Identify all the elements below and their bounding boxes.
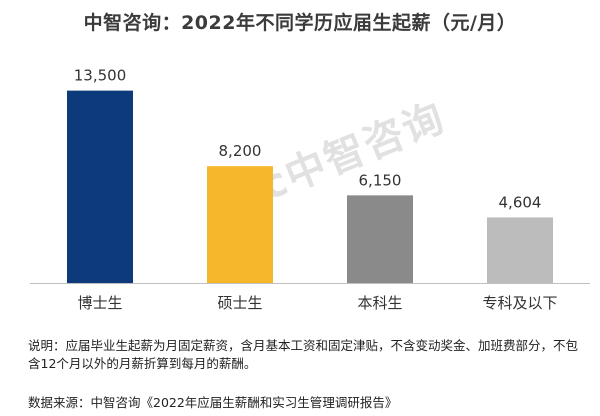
chart-note: 说明：应届毕业生起薪为月固定薪资，含月基本工资和固定津贴，不含变动奖金、加班费部… [28, 338, 579, 371]
bar-4 [487, 217, 553, 283]
bar-3 [347, 195, 413, 283]
category-label-1: 博士生 [77, 294, 122, 312]
category-label-3: 本科生 [357, 294, 402, 312]
data-label-2: 8,200 [219, 142, 262, 160]
bar-1 [67, 90, 133, 283]
bar-chart: 13,500 博士生 8,200 硕士生 6,150 本科生 4,604 专科及以下 [30, 67, 590, 312]
chart-title: 中智咨询：2022年不同学历应届生起薪（元/月） [83, 12, 517, 34]
bar-2 [207, 166, 273, 283]
data-label-1: 13,500 [74, 67, 127, 85]
data-source: 数据来源：中智咨询《2022年应届生薪酬和实习生管理调研报告》 [28, 395, 398, 410]
category-label-2: 硕士生 [217, 294, 262, 312]
category-label-4: 专科及以下 [482, 294, 557, 312]
data-label-4: 4,604 [499, 193, 542, 211]
data-label-3: 6,150 [359, 171, 402, 189]
